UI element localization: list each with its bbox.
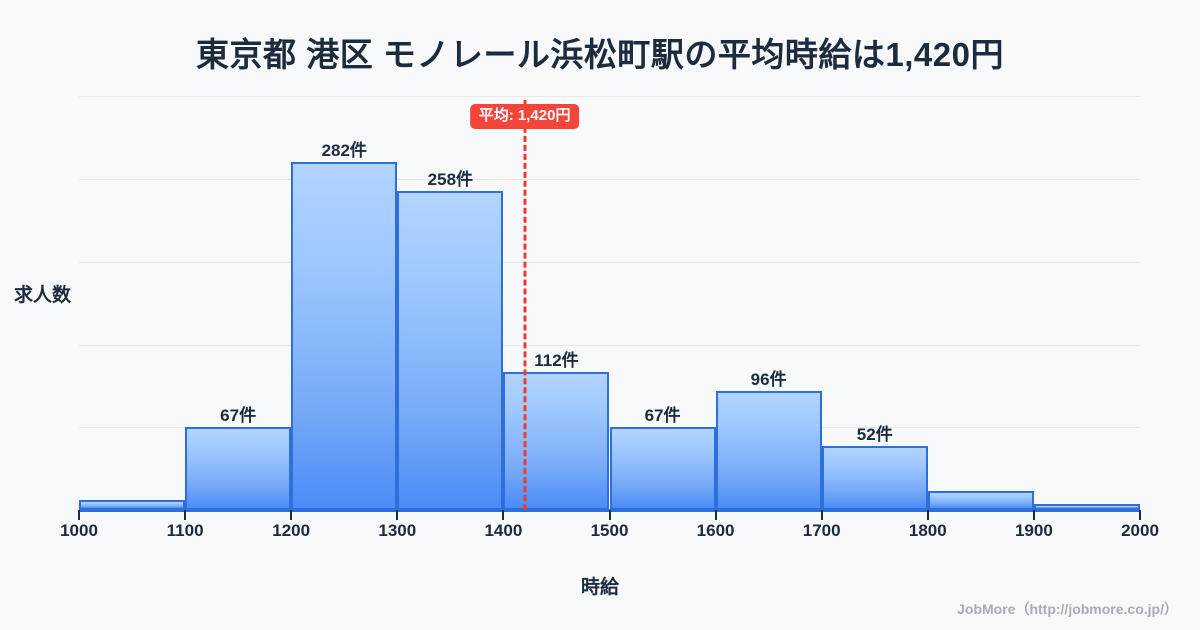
bar-value-label: 96件: [750, 370, 787, 390]
average-badge: 平均: 1,420円: [469, 104, 580, 129]
x-axis-tick: [714, 510, 717, 520]
histogram-bar: [185, 427, 292, 510]
x-axis-tick-label: 2000: [1121, 521, 1159, 540]
gridline: [79, 261, 1140, 263]
gridline: [79, 96, 1140, 98]
plot-area: [79, 96, 1140, 510]
gridline: [79, 179, 1140, 181]
x-axis-tick: [184, 510, 187, 520]
x-axis-tick-label: 1700: [802, 521, 841, 540]
histogram-bar: [821, 445, 928, 510]
x-axis-tick: [1139, 510, 1141, 520]
x-axis-tick-label: 1500: [590, 521, 629, 540]
x-axis-tick: [290, 510, 293, 520]
x-axis-tick-label: 1600: [696, 521, 735, 540]
histogram-bar: [609, 427, 716, 510]
histogram-bar: [503, 371, 610, 510]
x-axis-tick-label: 1900: [1014, 521, 1053, 540]
x-axis-tick-label: 1300: [378, 521, 417, 540]
y-axis-title: 求人数: [14, 285, 72, 306]
x-axis-tick: [926, 510, 929, 520]
histogram-bar: [291, 161, 398, 510]
x-axis-tick-label: 1200: [272, 521, 311, 540]
bar-value-label: 258件: [427, 170, 474, 190]
histogram-bar: [927, 491, 1034, 510]
average-line: [523, 100, 527, 510]
x-axis-tick-label: 1000: [60, 521, 98, 540]
footer-credit: JobMore（http://jobmore.co.jp/）: [957, 601, 1178, 617]
bar-value-label: 282件: [321, 140, 367, 160]
histogram-bar: [397, 191, 504, 510]
x-axis-title: 時給: [580, 577, 619, 598]
x-axis-tick: [608, 510, 611, 520]
page-title: 東京都 港区 モノレール浜松町駅の平均時給は1,420円: [196, 36, 1004, 73]
x-axis-tick: [78, 510, 80, 520]
bar-value-label: 112件: [534, 350, 579, 370]
x-axis-tick-label: 1400: [484, 521, 523, 540]
histogram-bar: [1033, 503, 1140, 510]
bar-value-label: 67件: [644, 406, 681, 426]
x-axis-tick: [820, 510, 823, 520]
x-axis-tick-label: 1100: [166, 521, 204, 540]
bar-value-label: 67件: [220, 406, 257, 426]
histogram-bar: [715, 391, 822, 510]
gridline: [79, 344, 1140, 346]
bar-value-label: 52件: [856, 424, 893, 444]
x-axis-tick: [396, 510, 399, 520]
x-axis-tick: [1032, 510, 1035, 520]
x-axis-tick-label: 1800: [908, 521, 947, 540]
x-axis-tick: [502, 510, 505, 520]
